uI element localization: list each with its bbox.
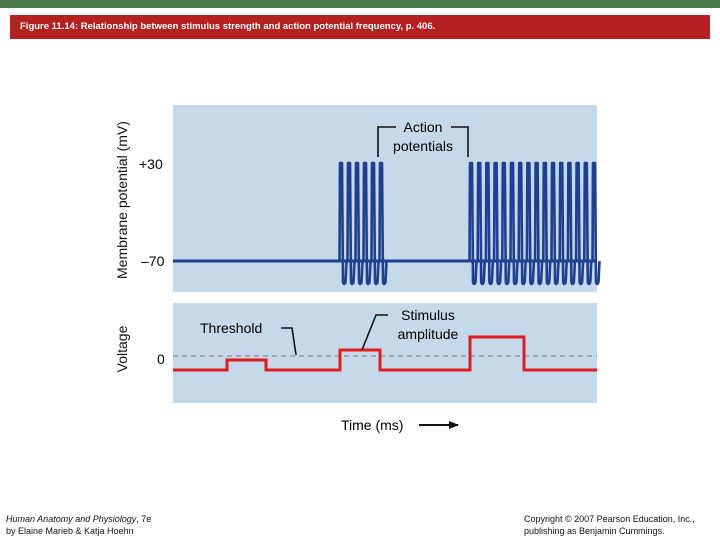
action-potential-spike bbox=[566, 161, 577, 286]
action-potential-spike bbox=[370, 161, 380, 286]
footer-book-credit: Human Anatomy and Physiology, 7e by Elai… bbox=[6, 513, 151, 537]
action-potential-spike bbox=[525, 161, 536, 286]
action-potential-spike bbox=[550, 161, 560, 286]
action-potential-spike bbox=[354, 161, 364, 286]
top-bar bbox=[0, 0, 720, 8]
stimulus-label-2: amplitude bbox=[398, 326, 459, 342]
action-potential-spike bbox=[501, 161, 511, 286]
action-potential-spike bbox=[558, 161, 568, 286]
action-potential-spike bbox=[476, 161, 486, 286]
tick-plus30: +30 bbox=[139, 156, 163, 172]
spike-group-strong bbox=[468, 161, 601, 286]
action-potential-spike bbox=[517, 161, 527, 286]
figure-title: Figure 11.14: Relationship between stimu… bbox=[10, 15, 710, 39]
copyright-line-2: publishing as Benjamin Cummings. bbox=[524, 526, 665, 536]
stimulus-panel bbox=[173, 303, 597, 403]
action-potential-spike bbox=[338, 161, 348, 286]
action-potential-spike bbox=[542, 161, 552, 286]
action-potential-spike bbox=[362, 161, 372, 286]
tick-zero: 0 bbox=[157, 351, 165, 367]
stimulus-leader bbox=[361, 314, 388, 351]
book-title: Human Anatomy and Physiology bbox=[6, 514, 137, 524]
book-authors: by Elaine Marieb & Katja Hoehn bbox=[6, 526, 134, 536]
book-edition: , 7e bbox=[136, 514, 152, 524]
action-potential-spike bbox=[346, 161, 356, 286]
action-potentials-leader-left bbox=[377, 126, 396, 157]
action-potential-spike bbox=[378, 161, 388, 286]
action-potential-spike bbox=[509, 161, 519, 286]
action-potentials-label-1: Action bbox=[404, 119, 443, 135]
stimulus-trace bbox=[173, 335, 597, 372]
action-potential-spike bbox=[468, 161, 478, 286]
action-potential-spike bbox=[533, 161, 544, 286]
action-potential-spike bbox=[574, 161, 585, 286]
action-potential-spike bbox=[591, 161, 601, 286]
action-potential-spike bbox=[583, 161, 593, 286]
action-potential-spike bbox=[492, 161, 503, 286]
footer-copyright: Copyright © 2007 Pearson Education, Inc.… bbox=[524, 513, 695, 537]
action-potentials-label-2: potentials bbox=[393, 138, 453, 154]
copyright-line-1: Copyright © 2007 Pearson Education, Inc.… bbox=[524, 514, 695, 524]
action-potential-spike bbox=[484, 161, 495, 286]
stimulus-label-1: Stimulus bbox=[401, 307, 455, 323]
tick-minus70: –70 bbox=[141, 253, 165, 269]
time-label: Time (ms) bbox=[341, 417, 403, 433]
threshold-leader bbox=[281, 327, 297, 356]
threshold-label: Threshold bbox=[200, 320, 262, 336]
spike-group-moderate bbox=[338, 161, 388, 286]
action-potentials-leader-right bbox=[451, 126, 469, 157]
